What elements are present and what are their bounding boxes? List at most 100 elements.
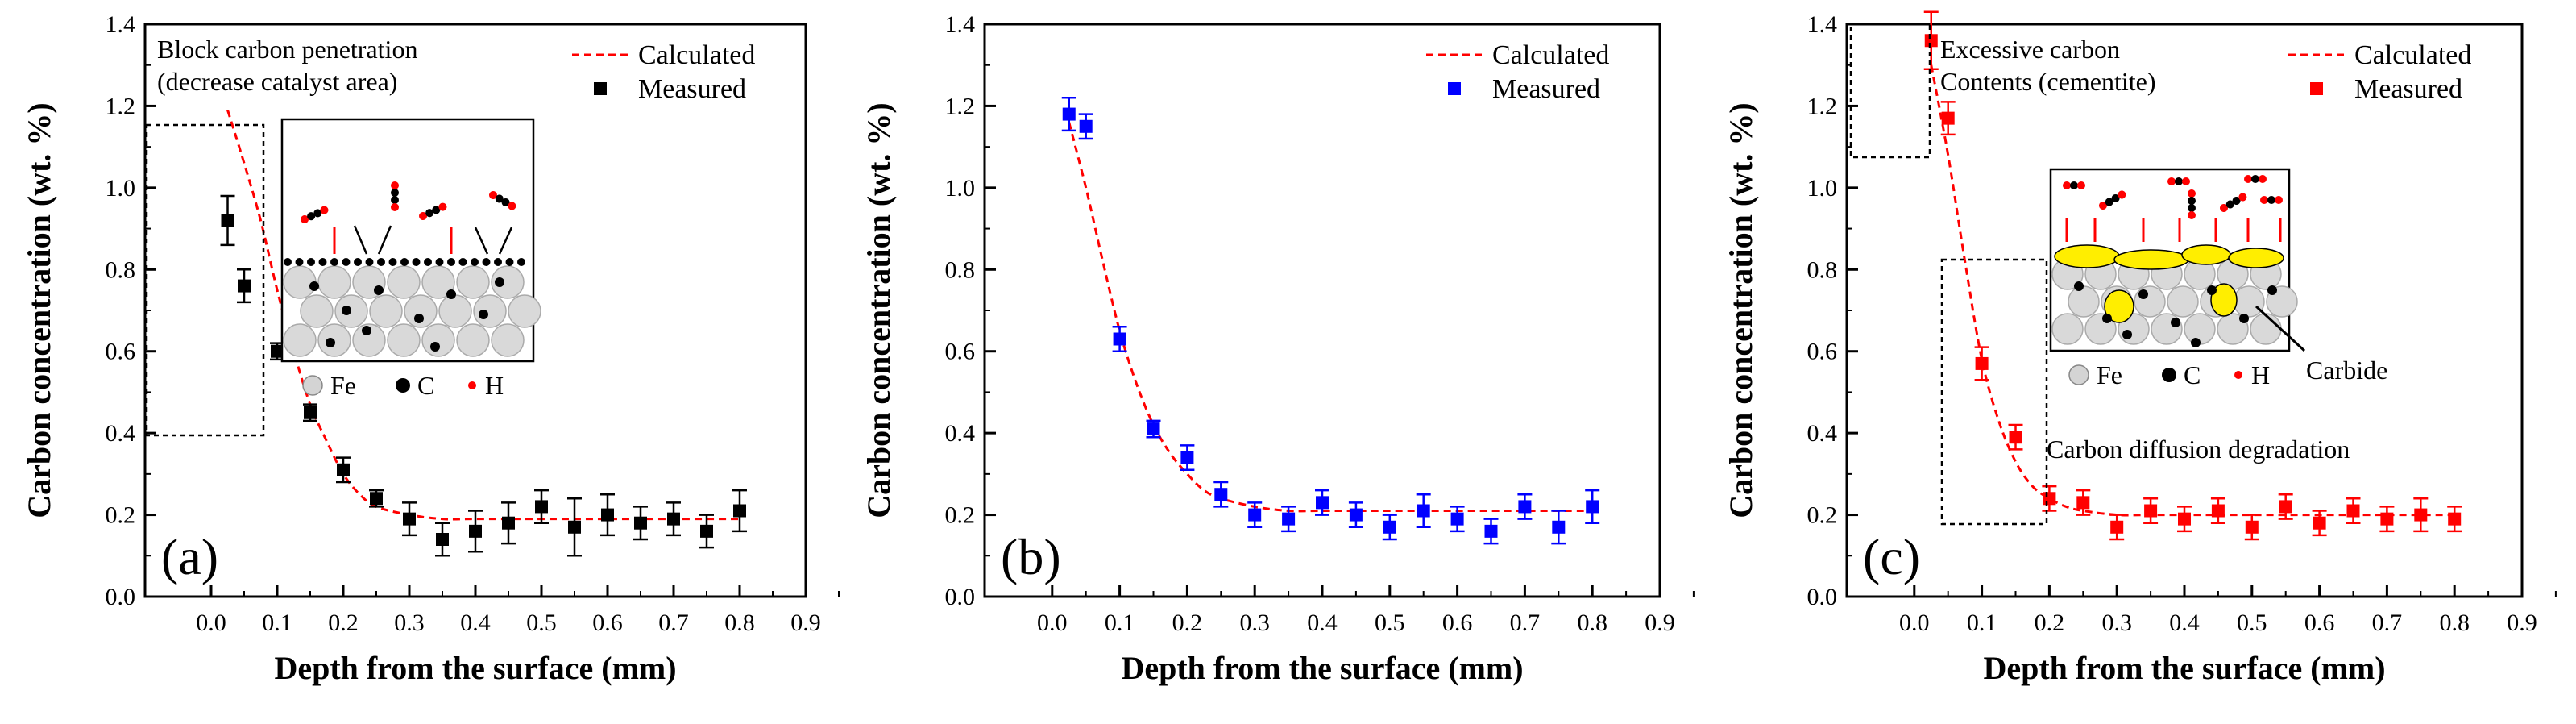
y-tick-label: 0.4 <box>945 420 976 447</box>
data-point <box>1147 422 1160 436</box>
c-atom <box>517 258 525 266</box>
c-atom <box>2267 285 2277 295</box>
data-point <box>2346 504 2360 518</box>
x-tick-label: 0.8 <box>2439 610 2470 636</box>
legend: Calculated Measured <box>1426 40 1609 104</box>
c-atom <box>446 289 456 299</box>
inset-legend: Fe C H <box>2068 360 2270 389</box>
legend-measured-swatch <box>1448 82 1461 95</box>
y-tick-label: 1.2 <box>1807 93 1838 119</box>
data-point <box>436 533 449 546</box>
c-atom <box>495 194 504 203</box>
data-point <box>1552 520 1566 534</box>
fe-atom <box>387 265 421 299</box>
y-tick-label: 1.0 <box>106 175 136 202</box>
data-point <box>1518 500 1532 514</box>
c-atom <box>482 258 491 266</box>
c-atom <box>354 258 362 266</box>
legend-fe-swatch <box>302 375 323 396</box>
fe-atom <box>283 323 317 357</box>
hydrocarbon-molecule-icon <box>2244 175 2267 183</box>
data-point <box>221 214 234 227</box>
carbide-grain <box>2104 289 2134 323</box>
c-atom <box>388 258 397 266</box>
fe-atom <box>317 265 351 299</box>
c-atom <box>2232 197 2241 205</box>
legend-measured-swatch <box>594 82 607 95</box>
h-atom <box>438 202 447 211</box>
black-arrow <box>474 227 489 255</box>
legend-measured-label: Measured <box>2354 74 2462 104</box>
c-atom <box>2074 281 2084 291</box>
legend-measured-label: Measured <box>1492 74 1600 104</box>
x-tick-label: 0.1 <box>1105 610 1135 636</box>
fe-atom <box>2233 285 2265 318</box>
c-atom <box>435 258 444 266</box>
data-point <box>1079 119 1093 133</box>
h-atom <box>2244 175 2252 183</box>
hydrocarbon-molecule-icon <box>2188 189 2196 219</box>
x-tick-label: 0.5 <box>2237 610 2267 636</box>
data-point <box>1248 508 1262 522</box>
h-atom <box>2238 193 2247 202</box>
x-axis: 0.0 0.1 0.2 0.3 0.4 0.5 0.6 0.7 0.8 0.9 Depth from… <box>1037 585 1695 686</box>
c-atom <box>2188 197 2196 205</box>
panel-label: (b) <box>1001 528 1061 585</box>
h-atom <box>2099 202 2107 210</box>
carbide-grain <box>2181 244 2231 265</box>
x-axis: 0.0 0.1 0.2 0.3 0.4 0.5 0.6 0.7 0.8 0.9 Depth from… <box>1899 585 2557 686</box>
legend-fe-swatch <box>2068 364 2089 385</box>
x-tick-label: 0.8 <box>1577 610 1607 636</box>
c-atom <box>284 258 292 266</box>
h-atom <box>391 181 399 189</box>
x-tick-label: 0.6 <box>1442 610 1473 636</box>
c-atom <box>307 212 316 221</box>
c-atom <box>2239 314 2249 323</box>
data-point <box>502 516 515 530</box>
x-tick-label: 0.0 <box>1037 610 1068 636</box>
inset-schematic <box>280 118 541 363</box>
x-axis-label: Depth from the surface (mm) <box>1983 650 2385 686</box>
x-tick-label: 0.3 <box>394 610 425 636</box>
y-tick-label: 0.0 <box>945 584 976 610</box>
h-atom <box>2188 189 2196 198</box>
carbide-grain <box>2228 248 2284 268</box>
carbide-grain <box>2113 249 2189 270</box>
c-atom <box>391 196 399 204</box>
c-atom <box>2188 204 2196 212</box>
hydrocarbon-molecule-icon <box>2220 193 2247 212</box>
h-atom <box>2167 177 2176 185</box>
y-tick-label: 1.4 <box>1807 11 1838 38</box>
data-point <box>1349 508 1363 522</box>
h-atom <box>2275 196 2283 204</box>
data-point <box>733 504 746 518</box>
data-point <box>1586 500 1599 514</box>
y-tick-label: 0.6 <box>1807 339 1838 365</box>
data-point <box>1450 512 1464 526</box>
data-point <box>2178 512 2191 526</box>
annotation-text: Block carbon penetration <box>157 35 417 64</box>
x-tick-label: 0.0 <box>196 610 226 636</box>
c-atom <box>362 326 371 335</box>
data-point <box>1180 451 1194 464</box>
measured-series <box>1061 97 1600 545</box>
y-tick-label: 0.4 <box>1807 420 1838 447</box>
c-atom <box>2105 198 2113 206</box>
data-point <box>1214 488 1228 501</box>
h-atom <box>2182 177 2190 185</box>
x-tick-label: 0.2 <box>1172 610 1203 636</box>
x-tick-label: 0.7 <box>658 610 689 636</box>
hydrocarbon-molecule-icon <box>2099 190 2126 210</box>
data-point <box>2279 500 2292 514</box>
fe-atom <box>387 323 421 357</box>
c-atom <box>342 258 351 266</box>
black-arrow <box>377 225 392 255</box>
data-point <box>601 508 614 522</box>
legend-h-label: H <box>2251 360 2270 389</box>
measured-series <box>1923 10 2462 541</box>
c-atom <box>2207 285 2217 295</box>
c-atom <box>2070 181 2078 189</box>
c-atom <box>2191 338 2201 347</box>
